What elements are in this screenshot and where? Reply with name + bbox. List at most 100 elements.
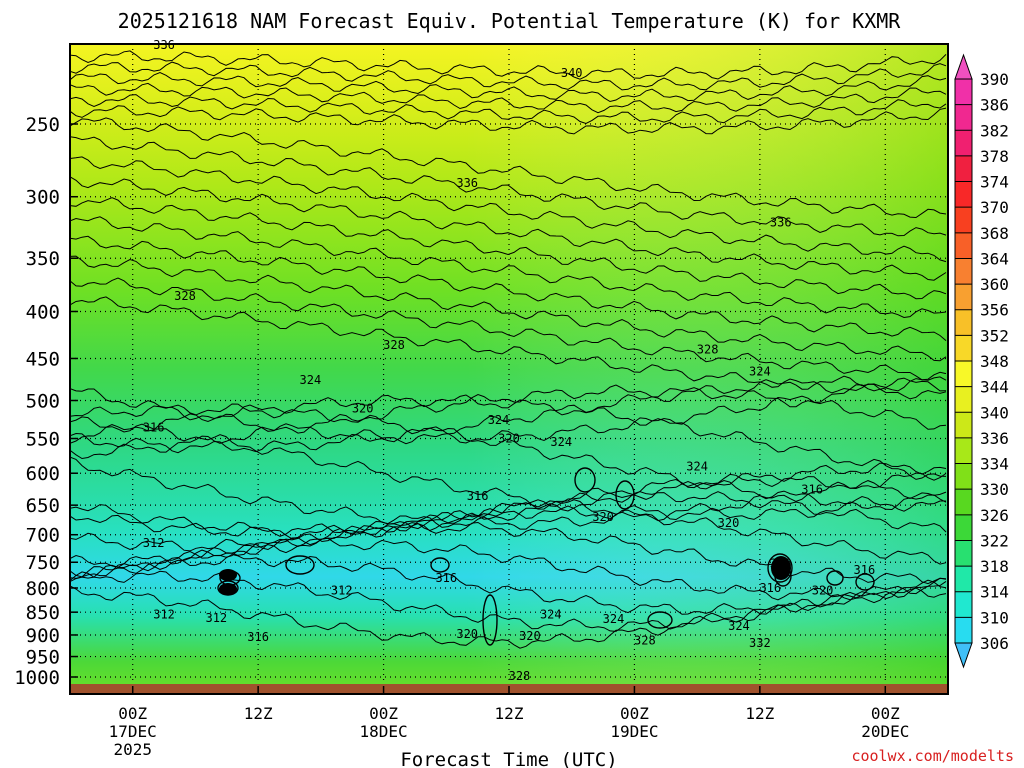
y-axis: 2503003504004505005506006507007508008509…	[14, 114, 78, 689]
y-tick-label: 900	[26, 625, 60, 647]
contour-label: 316	[854, 563, 876, 577]
colorbar-min-arrow	[954, 642, 973, 669]
y-tick-label: 700	[26, 525, 60, 547]
contour-label: 340	[561, 66, 583, 80]
colorbar-label: 374	[980, 173, 1009, 192]
contour-cell	[285, 555, 315, 575]
contour-line	[70, 61, 947, 91]
contour-line	[70, 394, 947, 480]
y-tick-label: 250	[26, 114, 60, 136]
contour-label: 320	[519, 629, 541, 643]
contour-line	[70, 553, 947, 615]
contour-labels: 340 336 336 336 328 328 328 324 324 324 324 324 324 3…	[143, 38, 875, 683]
y-tick-label: 550	[26, 429, 60, 451]
colorbar-segment	[955, 437, 972, 464]
colorbar-segment	[955, 566, 972, 592]
contour-line	[70, 117, 947, 219]
contour-line	[70, 105, 947, 135]
x-tick-label: 2025	[113, 740, 152, 759]
contour-label: 324	[488, 413, 510, 427]
colorbar-segment	[955, 284, 972, 310]
y-tick-label: 750	[26, 552, 60, 574]
colorbar-segment	[955, 104, 972, 131]
x-axis-label: Forecast Time (UTC)	[400, 749, 617, 768]
contour-label: 316	[467, 489, 489, 503]
contour-line	[70, 94, 947, 125]
colorbar-segment	[955, 489, 972, 515]
colorbar-segment	[955, 386, 972, 413]
contour-blob	[219, 569, 237, 581]
chart-title: 2025121618 NAM Forecast Equiv. Potential…	[118, 9, 902, 33]
contour-label: 316	[801, 483, 823, 497]
contour-lines	[70, 50, 947, 649]
contour-line	[70, 82, 947, 114]
watermark: coolwx.com/modelts	[851, 747, 1014, 765]
contour-line	[70, 585, 947, 649]
colorbar-label: 344	[980, 378, 1009, 397]
contour-label: 336	[456, 176, 478, 190]
contour-line	[70, 473, 947, 537]
x-tick-label: 18DEC	[359, 722, 407, 741]
colorbar-segment	[955, 155, 972, 182]
colorbar-segment	[955, 361, 972, 387]
contour-cell	[767, 553, 793, 583]
contour-label: 316	[247, 630, 269, 644]
contour-label: 328	[509, 669, 531, 683]
grid-lines	[70, 44, 948, 694]
contour-line	[70, 462, 947, 540]
colorbar-segment	[955, 463, 972, 490]
colorbar-segment	[955, 181, 972, 208]
contour-label: 316	[759, 581, 781, 595]
x-tick-label: 00Z	[369, 704, 398, 723]
contour-label: 336	[770, 215, 792, 229]
contour-label: 324	[300, 373, 322, 387]
contour-line	[70, 570, 947, 632]
contour-label: 332	[749, 636, 771, 650]
colorbar-segment	[955, 591, 972, 618]
contour-line	[70, 255, 947, 362]
contour-line	[70, 403, 946, 512]
contour-label: 328	[634, 633, 656, 647]
contour-label: 324	[728, 619, 750, 633]
contour-label: 312	[143, 536, 165, 550]
contour-line	[70, 277, 947, 381]
contour-line	[70, 384, 947, 460]
x-tick-label: 00Z	[118, 704, 147, 723]
contour-cell	[430, 557, 450, 573]
contour-label: 320	[352, 401, 374, 415]
contour-label: 312	[205, 611, 227, 625]
colorbar-label: 314	[980, 583, 1009, 602]
contour-label: 328	[174, 289, 196, 303]
contour-label: 320	[592, 510, 614, 524]
y-tick-label: 350	[26, 248, 60, 270]
contour-label: 324	[603, 612, 625, 626]
colorbar-segment	[955, 335, 972, 361]
colorbar-label: 382	[980, 121, 1009, 140]
colorbar-segment	[955, 79, 972, 105]
contour-line	[70, 156, 947, 263]
colorbar-segment	[955, 540, 972, 567]
contour-label: 328	[770, 556, 792, 570]
contour-line	[70, 505, 947, 568]
contour-label: 312	[153, 608, 175, 622]
contour-cell	[482, 594, 498, 646]
contour-line	[70, 235, 947, 341]
y-tick-label: 450	[26, 348, 60, 370]
x-tick-label: 00Z	[620, 704, 649, 723]
contour-label: 324	[540, 608, 562, 622]
x-tick-label: 00Z	[871, 704, 900, 723]
colorbar-label: 356	[980, 301, 1009, 320]
colorbar-label: 330	[980, 480, 1009, 499]
colorbar-max-arrow	[954, 53, 973, 80]
contour-label: 336	[153, 38, 175, 52]
contour-cell	[855, 573, 875, 591]
colorbar-label: 306	[980, 634, 1009, 653]
colorbar-label: 364	[980, 249, 1009, 268]
colorbar-label: 378	[980, 147, 1009, 166]
x-tick-label: 12Z	[244, 704, 273, 723]
colorbar-label: 368	[980, 224, 1009, 243]
contour-label: 324	[749, 365, 771, 379]
colorbar-label: 322	[980, 531, 1009, 550]
